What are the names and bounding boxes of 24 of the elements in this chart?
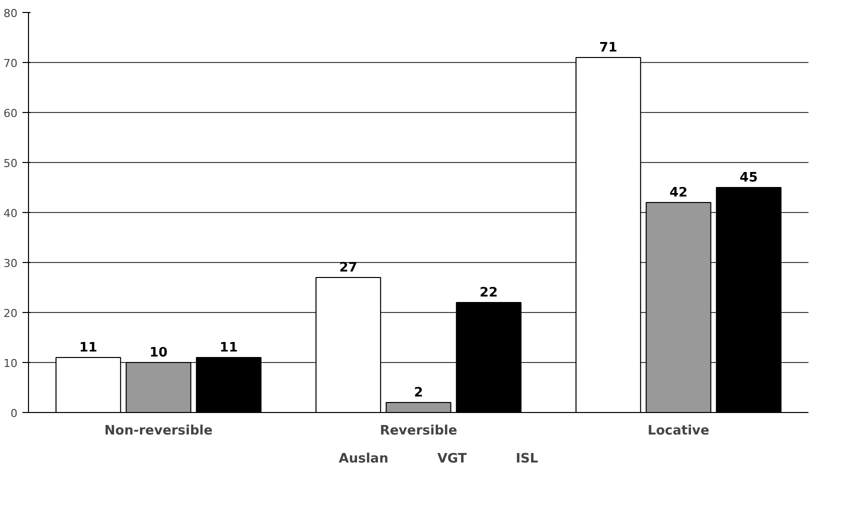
y-tick-label: 50: [4, 157, 18, 170]
data-label: 10: [149, 346, 168, 360]
data-label: 45: [740, 170, 758, 186]
data-label: 2: [414, 386, 424, 400]
data-label: 22: [480, 286, 498, 300]
data-label: 71: [599, 40, 618, 56]
x-tick-label: Non-reversible: [104, 424, 213, 438]
text: Auslan: [338, 452, 388, 466]
data-label: 27: [339, 260, 358, 276]
text: ISL: [516, 452, 538, 466]
y-tick-label: 70: [4, 57, 18, 70]
y-tick-label: 40: [4, 207, 18, 220]
y-tick-label: 20: [4, 307, 18, 320]
data-label: 11: [220, 340, 238, 356]
y-tick-label: 30: [4, 257, 18, 270]
y-tick-label: 0: [10, 407, 18, 420]
y-tick-label: 10: [4, 357, 18, 370]
y-tick-label: 60: [4, 107, 18, 120]
y-tick-label: 80: [4, 7, 18, 20]
x-tick-label: Reversible: [380, 424, 458, 438]
x-tick-label: Locative: [648, 424, 710, 438]
data-label: 11: [79, 340, 98, 356]
text: VGT: [437, 452, 467, 466]
data-label: 42: [669, 186, 688, 200]
